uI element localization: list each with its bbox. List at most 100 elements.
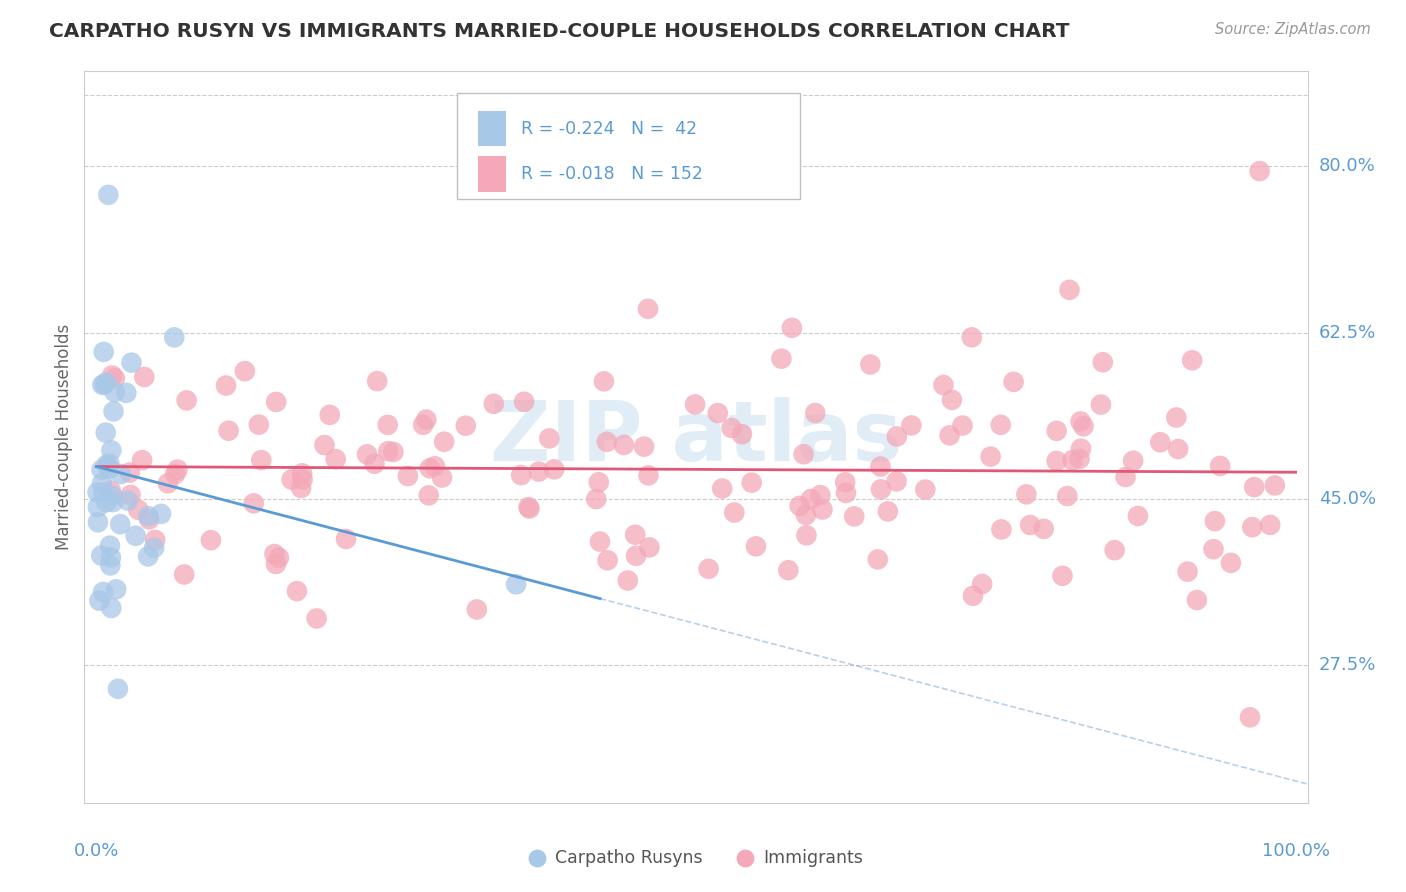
- Point: [866, 552, 889, 566]
- Point: [233, 364, 256, 378]
- Point: [938, 428, 960, 442]
- Point: [1002, 375, 1025, 389]
- Point: [101, 368, 124, 383]
- Point: [98, 539, 121, 553]
- Point: [430, 470, 453, 484]
- Point: [638, 541, 661, 555]
- Point: [165, 467, 187, 481]
- Point: [1264, 478, 1286, 492]
- Point: [101, 489, 124, 503]
- Point: [263, 547, 285, 561]
- Point: [932, 378, 955, 392]
- Point: [1056, 489, 1078, 503]
- Point: [962, 589, 984, 603]
- Point: [150, 507, 173, 521]
- Point: [104, 371, 127, 385]
- Point: [527, 465, 550, 479]
- Point: [107, 681, 129, 696]
- Point: [796, 528, 818, 542]
- Point: [291, 467, 314, 481]
- Text: Immigrants: Immigrants: [763, 848, 863, 867]
- Point: [778, 563, 800, 577]
- Point: [780, 321, 803, 335]
- Point: [412, 417, 434, 432]
- Point: [1046, 424, 1069, 438]
- Point: [941, 392, 963, 407]
- Point: [104, 385, 127, 400]
- Point: [723, 506, 745, 520]
- Point: [900, 418, 922, 433]
- Point: [596, 553, 619, 567]
- Point: [613, 438, 636, 452]
- Point: [745, 539, 768, 553]
- Point: [91, 585, 114, 599]
- Point: [804, 406, 827, 420]
- Point: [1258, 517, 1281, 532]
- Point: [482, 397, 505, 411]
- Text: 45.0%: 45.0%: [1319, 490, 1376, 508]
- Point: [886, 475, 908, 489]
- Point: [290, 481, 312, 495]
- Text: R = -0.018   N = 152: R = -0.018 N = 152: [522, 165, 703, 183]
- Point: [454, 418, 477, 433]
- Point: [811, 502, 834, 516]
- Point: [136, 509, 159, 524]
- Point: [990, 523, 1012, 537]
- Point: [1073, 419, 1095, 434]
- Point: [127, 503, 149, 517]
- Point: [173, 567, 195, 582]
- Point: [1019, 518, 1042, 533]
- Point: [97, 187, 120, 202]
- Point: [794, 508, 817, 522]
- Point: [538, 432, 561, 446]
- Point: [105, 582, 128, 597]
- Point: [617, 574, 640, 588]
- Point: [382, 445, 405, 459]
- Text: 27.5%: 27.5%: [1319, 656, 1376, 674]
- Point: [1185, 593, 1208, 607]
- Point: [731, 427, 754, 442]
- Point: [267, 550, 290, 565]
- Point: [972, 577, 994, 591]
- Point: [96, 458, 118, 472]
- Point: [876, 504, 898, 518]
- Point: [86, 485, 108, 500]
- Point: [138, 512, 160, 526]
- Point: [859, 358, 882, 372]
- Point: [363, 457, 385, 471]
- Point: [1219, 556, 1241, 570]
- Point: [1090, 398, 1112, 412]
- Point: [1052, 569, 1074, 583]
- FancyBboxPatch shape: [478, 156, 506, 192]
- Point: [711, 482, 734, 496]
- Point: [683, 397, 706, 411]
- Point: [163, 330, 186, 344]
- Point: [1243, 480, 1265, 494]
- Text: 80.0%: 80.0%: [1319, 157, 1375, 176]
- Point: [869, 459, 891, 474]
- Point: [886, 429, 908, 443]
- Text: ZIP atlas: ZIP atlas: [489, 397, 903, 477]
- Point: [335, 532, 357, 546]
- Point: [176, 393, 198, 408]
- Point: [134, 370, 156, 384]
- Text: CARPATHO RUSYN VS IMMIGRANTS MARRIED-COUPLE HOUSEHOLDS CORRELATION CHART: CARPATHO RUSYN VS IMMIGRANTS MARRIED-COU…: [49, 22, 1070, 41]
- Point: [1115, 470, 1137, 484]
- Point: [98, 462, 121, 476]
- Point: [280, 473, 302, 487]
- Point: [100, 601, 122, 615]
- Point: [980, 450, 1002, 464]
- Point: [242, 496, 264, 510]
- Point: [156, 476, 179, 491]
- Point: [423, 459, 446, 474]
- Point: [415, 412, 437, 426]
- Point: [325, 452, 347, 467]
- Point: [115, 385, 138, 400]
- Point: [1070, 414, 1092, 428]
- Text: R = -0.224   N =  42: R = -0.224 N = 42: [522, 120, 697, 137]
- Point: [1062, 453, 1084, 467]
- Point: [914, 483, 936, 497]
- Point: [1045, 454, 1067, 468]
- Point: [1209, 458, 1232, 473]
- Point: [166, 462, 188, 476]
